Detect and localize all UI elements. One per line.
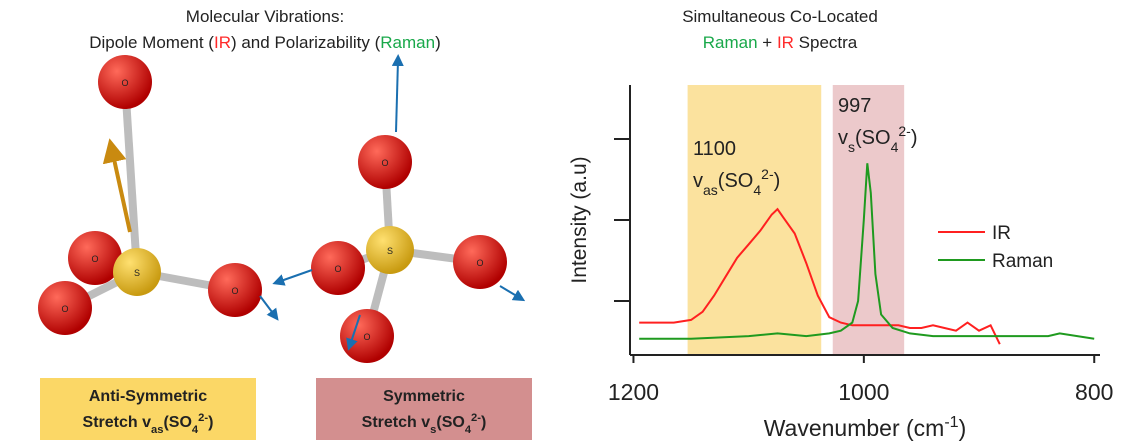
x-tick-label: 1200 (608, 379, 659, 405)
chart-title-part: Raman (703, 33, 758, 52)
vibration-arrow (278, 270, 312, 282)
panel-title-part: ) (435, 33, 441, 52)
bond (125, 82, 137, 272)
panel-title-part: ) and Polarizability ( (231, 33, 381, 52)
mode-label-part: 4 (192, 424, 199, 436)
atom-label: O (121, 78, 128, 88)
peak-annotation-part: v (693, 170, 703, 192)
peak-annotation: 1100 (693, 138, 736, 160)
mode-label: Symmetric (383, 388, 465, 405)
chart-title-part: IR (777, 33, 794, 52)
x-axis-label-part: Wavenumber (cm (764, 415, 945, 441)
atom-label: O (61, 304, 68, 314)
x-axis-label-part: -1 (944, 413, 958, 431)
chart-title: Raman + IR Spectra (703, 33, 858, 52)
peak-annotation-part: s (848, 139, 855, 155)
vibration-arrow (500, 286, 520, 298)
mode-label-part: 2- (198, 412, 208, 424)
chart-title: Simultaneous Co-Located (682, 7, 878, 26)
mode-label-part: Stretch v (83, 414, 152, 431)
peak-annotation-part: 997 (838, 95, 871, 117)
mode-label-part: (SO (436, 414, 464, 431)
peak-annotation-part: 2- (898, 123, 911, 139)
atom-label: O (381, 158, 388, 168)
legend-label: IR (992, 223, 1011, 244)
mode-label-part: Stretch v (362, 414, 431, 431)
atom-label: S (134, 268, 140, 278)
x-tick-label: 800 (1075, 379, 1113, 405)
peak-annotation-part: 4 (891, 139, 899, 155)
mode-label-part: Anti-Symmetric (89, 388, 207, 405)
atom-label: O (231, 286, 238, 296)
peak-annotation-part: 4 (753, 182, 761, 198)
vibration-arrow (396, 60, 398, 132)
peak-annotation-part: v (838, 127, 848, 149)
x-tick-label: 1000 (838, 379, 889, 405)
mode-label-part: as (151, 424, 163, 436)
peak-annotation-part: (SO (718, 170, 754, 192)
peak-annotation-part: ) (911, 127, 918, 149)
mode-label-part: Symmetric (383, 388, 465, 405)
legend-label: Raman (992, 251, 1053, 272)
peak-annotation-part: 1100 (693, 138, 736, 160)
mode-label-part: (SO (163, 414, 191, 431)
panel-title: Molecular Vibrations: (186, 7, 344, 26)
panel-title-part: Molecular Vibrations: (186, 7, 344, 26)
highlight-band (688, 85, 822, 355)
panel-title-part: Dipole Moment ( (89, 33, 214, 52)
atom-label: O (363, 332, 370, 342)
atom-label: O (91, 254, 98, 264)
atom-label: O (334, 264, 341, 274)
x-axis-label-part: ) (959, 415, 967, 441)
chart-title-part: Simultaneous Co-Located (682, 7, 878, 26)
panel-title-part: IR (214, 33, 231, 52)
mode-label-part: 2- (471, 412, 481, 424)
mode-label: Anti-Symmetric (89, 388, 207, 405)
y-axis-label: Intensity (a.u) (568, 156, 591, 283)
mode-label-part: 4 (465, 424, 472, 436)
peak-annotation: 997 (838, 95, 871, 117)
chart-title-part: Spectra (794, 33, 858, 52)
figure: Molecular Vibrations:Dipole Moment (IR) … (0, 0, 1122, 443)
peak-annotation-part: as (703, 182, 718, 198)
mode-label-part: ) (481, 414, 486, 431)
atom-label: S (387, 246, 393, 256)
peak-annotation-part: 2- (761, 166, 774, 182)
y-axis-label-part: Intensity (a.u) (568, 156, 591, 283)
chart-title-part: + (758, 33, 777, 52)
highlight-band (833, 85, 904, 355)
atom-label: O (476, 258, 483, 268)
vibration-arrow (260, 296, 275, 316)
peak-annotation-part: (SO (855, 127, 891, 149)
panel-title: Dipole Moment (IR) and Polarizability (R… (89, 33, 440, 52)
peak-annotation-part: ) (774, 170, 781, 192)
mode-label-part: ) (208, 414, 213, 431)
x-axis-label: Wavenumber (cm-1) (764, 413, 967, 441)
panel-title-part: Raman (380, 33, 435, 52)
